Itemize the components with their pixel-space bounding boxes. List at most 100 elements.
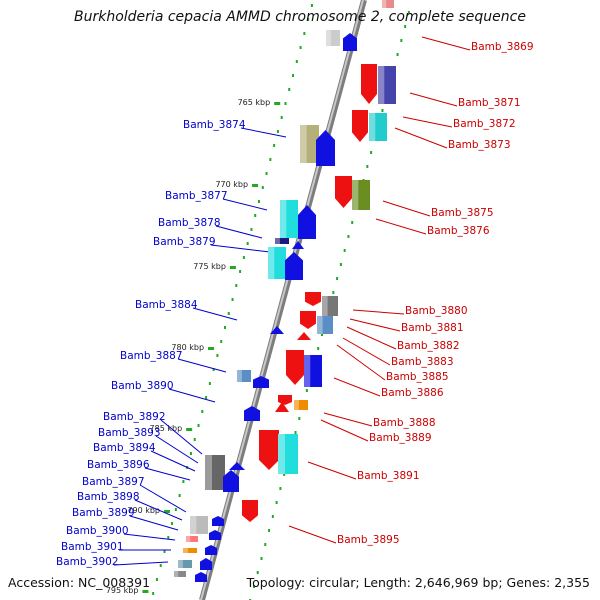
track-dot [201, 410, 204, 413]
gene-arrow-up [316, 130, 335, 166]
gene-box [304, 355, 322, 387]
gene-box [294, 400, 308, 410]
gene-label-reverse[interactable]: Bamb_3888 [373, 417, 436, 429]
leader-line [134, 499, 183, 521]
gene-label-forward[interactable]: Bamb_3902 [56, 556, 119, 568]
track-dot [174, 508, 177, 511]
leader-line [160, 419, 203, 455]
gene-label-forward[interactable]: Bamb_3897 [82, 476, 145, 488]
track-dot [303, 32, 306, 35]
track-dot [227, 312, 230, 315]
leader-line [215, 225, 263, 239]
gene-label-forward[interactable]: Bamb_3894 [93, 442, 156, 454]
gene-box [205, 455, 225, 490]
leader-line [346, 326, 397, 350]
gene-label-reverse[interactable]: Bamb_3891 [357, 470, 420, 482]
gene-label-reverse[interactable]: Bamb_3885 [386, 371, 449, 383]
gene-box [278, 434, 298, 474]
leader-line [394, 127, 448, 149]
track-dot [231, 298, 234, 301]
gene-label-reverse[interactable]: Bamb_3883 [391, 356, 454, 368]
track-dot [276, 130, 279, 133]
gene-label-reverse[interactable]: Bamb_3876 [427, 225, 490, 237]
gene-label-forward[interactable]: Bamb_3896 [87, 459, 150, 471]
track-dot [283, 473, 286, 476]
leader-line [421, 36, 471, 51]
gene-box [317, 316, 333, 334]
gene-label-forward[interactable]: Bamb_3893 [98, 427, 161, 439]
gene-label-reverse[interactable]: Bamb_3881 [401, 322, 464, 334]
track-dot [205, 396, 208, 399]
gene-label-reverse[interactable]: Bamb_3872 [453, 118, 516, 130]
leader-lines [113, 36, 471, 566]
gene-label-reverse[interactable]: Bamb_3873 [448, 139, 511, 151]
track-dot [351, 221, 354, 224]
gene-arrow-up [200, 558, 212, 570]
track-dot [396, 53, 399, 56]
gene-label-reverse[interactable]: Bamb_3889 [369, 432, 432, 444]
gene-label-reverse[interactable]: Bamb_3869 [471, 41, 534, 53]
gene-label-reverse[interactable]: Bamb_3895 [337, 534, 400, 546]
gene-box [378, 66, 396, 104]
scale-tick-mark [252, 184, 259, 187]
track-dot [155, 578, 158, 581]
track-dot [152, 592, 155, 595]
gene-label-forward[interactable]: Bamb_3901 [61, 541, 124, 553]
scale-tick-label: 795 kbp [106, 586, 139, 595]
gene-label-reverse[interactable]: Bamb_3886 [381, 387, 444, 399]
gene-label-forward[interactable]: Bamb_3898 [77, 491, 140, 503]
leader-line [139, 484, 187, 513]
track-dot [197, 424, 200, 427]
track-dot [280, 116, 283, 119]
gene-arrow-down [361, 64, 377, 104]
track-dot [163, 550, 166, 553]
track-dot [242, 256, 245, 259]
gene-label-reverse[interactable]: Bamb_3882 [397, 340, 460, 352]
track-dot [366, 165, 369, 168]
scale-tick-mark [164, 510, 171, 513]
gene-label-forward[interactable]: Bamb_3878 [158, 217, 221, 229]
track-dot [279, 487, 282, 490]
gene-label-reverse[interactable]: Bamb_3875 [431, 207, 494, 219]
gene-label-forward[interactable]: Bamb_3890 [111, 380, 174, 392]
gene-label-reverse[interactable]: Bamb_3871 [458, 97, 521, 109]
track-dot [256, 571, 259, 574]
gene-label-forward[interactable]: Bamb_3879 [153, 236, 216, 248]
track-dot [223, 326, 226, 329]
track-dot [182, 480, 185, 483]
track-dot [189, 452, 192, 455]
gene-arrow-down [300, 311, 316, 329]
track-dot [220, 340, 223, 343]
gene-label-reverse[interactable]: Bamb_3880 [405, 305, 468, 317]
scale-tick-mark [186, 428, 193, 431]
gene-arrow-up [212, 516, 224, 526]
gene-label-forward[interactable]: Bamb_3899 [72, 507, 135, 519]
track-dot [271, 515, 274, 518]
track-dot [343, 249, 346, 252]
track-dot [212, 368, 215, 371]
track-dot [258, 200, 260, 203]
gene-arrow-up [223, 470, 239, 492]
track-dot [167, 536, 170, 539]
leader-line [349, 318, 401, 332]
track-dot [268, 529, 271, 532]
gene-label-forward[interactable]: Bamb_3892 [103, 411, 166, 423]
track-dot [250, 228, 253, 231]
gene-label-forward[interactable]: Bamb_3877 [165, 190, 228, 202]
gene-label-forward[interactable]: Bamb_3874 [183, 119, 246, 131]
gene-label-forward[interactable]: Bamb_3900 [66, 525, 129, 537]
leader-line [375, 218, 427, 235]
leader-line [129, 515, 179, 531]
gene-arrow-down [335, 176, 352, 208]
leader-line [307, 461, 357, 480]
gene-label-forward[interactable]: Bamb_3884 [135, 299, 198, 311]
gene-box [268, 247, 286, 279]
gene-box [382, 0, 394, 8]
track-dot [260, 557, 263, 560]
leader-line [168, 388, 216, 403]
gene-label-forward[interactable]: Bamb_3887 [120, 350, 183, 362]
gene-arrow-down [242, 500, 258, 522]
gene-box [190, 516, 208, 534]
